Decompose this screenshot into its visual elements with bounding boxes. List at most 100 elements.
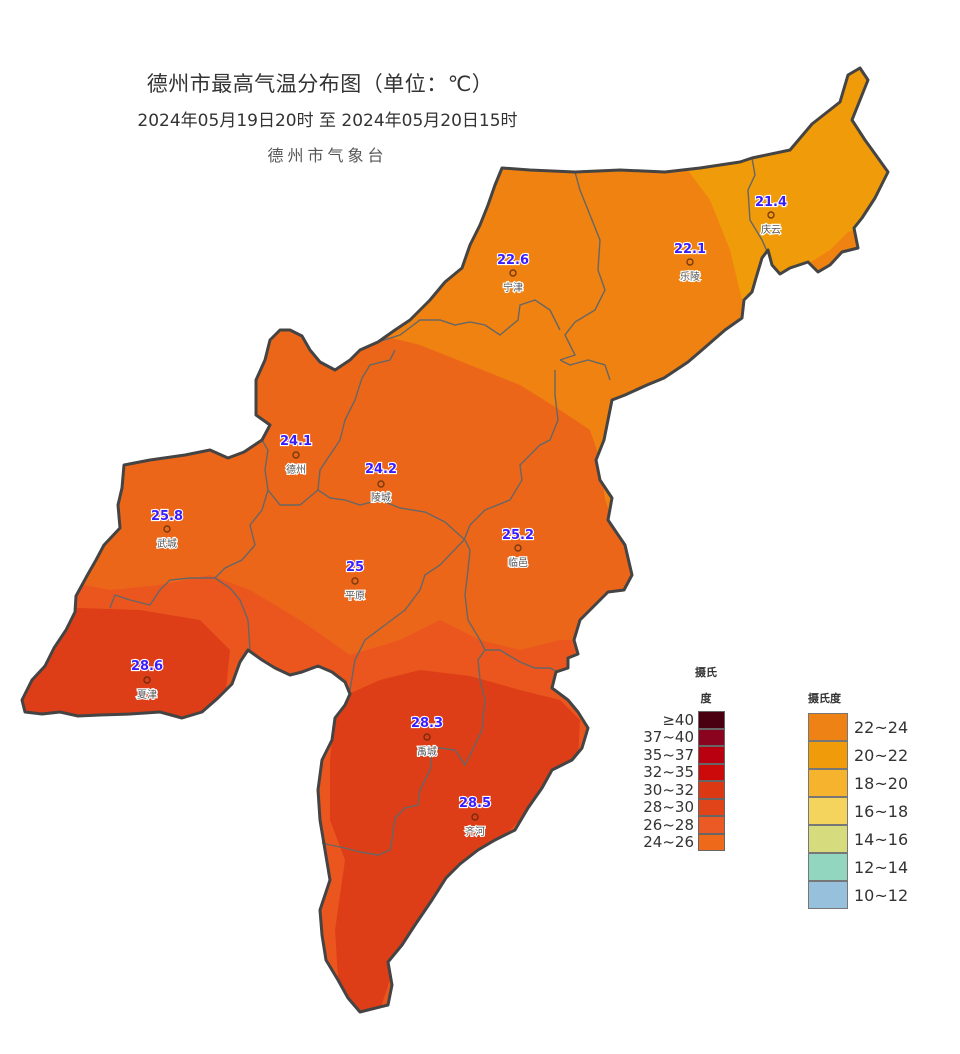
legend-warm-title: 摄氏: [695, 666, 717, 679]
station-value: 25: [346, 560, 364, 575]
station-marker-icon: [767, 211, 775, 219]
legend-swatch: [698, 798, 725, 816]
station-value: 28.5: [459, 796, 491, 811]
time-range: 2024年05月19日20时 至 2024年05月20日15时: [137, 111, 518, 131]
map-title: 德州市最高气温分布图（单位：℃）: [146, 72, 494, 96]
station-qihe[interactable]: 28.5 齐河: [458, 795, 492, 839]
station-value: 21.4: [755, 195, 787, 210]
legend-warm: 摄氏 度 ≥40 37~40 35~37 32~35 30~32 28~30 2…: [630, 664, 725, 851]
station-marker-icon: [163, 525, 171, 533]
legend-swatch: [698, 728, 725, 746]
legend-item: 10~12: [808, 881, 908, 909]
legend-item: 28~30: [630, 798, 725, 816]
legend-item: 18~20: [808, 769, 908, 797]
legend-swatch: [698, 746, 725, 764]
legend-swatch: [808, 881, 848, 909]
legend-item: 20~22: [808, 741, 908, 769]
band-28-30-west: [22, 608, 230, 740]
legend-item: 35~37: [630, 746, 725, 764]
station-value: 22.6: [497, 253, 529, 268]
station-marker-icon: [471, 813, 479, 821]
station-name: 夏津: [137, 689, 157, 701]
border-wucheng-xiajin: [109, 577, 215, 609]
legend-cool-title: 摄氏度: [808, 692, 841, 705]
legend-cool: 摄氏度 22~24 20~22 18~20 16~18 14~16 12~14 …: [808, 690, 908, 909]
legend-item: 37~40: [630, 728, 725, 746]
station-marker-icon: [509, 269, 517, 277]
border-wucheng-pingyuan: [214, 489, 269, 579]
station-name: 齐河: [465, 825, 485, 838]
legend-warm-title-2: 度: [700, 692, 712, 705]
station-qingyun[interactable]: 21.4 庆云: [754, 194, 788, 237]
band-28-30-south: [330, 670, 580, 1010]
station-yucheng[interactable]: 28.3 禹城: [410, 715, 444, 759]
legend-item: 14~16: [808, 825, 908, 853]
station-value: 24.1: [280, 434, 312, 449]
station-marker-icon: [514, 544, 522, 552]
station-value: 25.2: [502, 528, 534, 543]
legend-item: 16~18: [808, 797, 908, 825]
legend-swatch: [808, 741, 848, 769]
station-marker-icon: [686, 258, 694, 266]
station-marker-icon: [292, 451, 300, 459]
legend-item: 22~24: [808, 713, 908, 741]
station-ningjin[interactable]: 22.6 宁津: [496, 252, 530, 295]
border-lingcheng-pingyuan: [317, 489, 471, 551]
station-marker-icon: [423, 733, 431, 741]
border-pingyuan-linyi: [464, 549, 486, 651]
station-value: 25.8: [151, 509, 183, 524]
legend-item: 30~32: [630, 781, 725, 799]
legend-swatch: [808, 853, 848, 881]
border-lingcheng-linyi: [463, 370, 559, 541]
station-laoling[interactable]: 22.1 乐陵: [673, 241, 707, 284]
station-name: 庆云: [761, 223, 781, 236]
station-name: 陵城: [371, 492, 391, 504]
legend-swatch: [698, 816, 725, 834]
border-laoling-south: [559, 359, 611, 381]
legend-item: ≥40: [630, 711, 725, 729]
station-name: 乐陵: [680, 271, 700, 283]
legend-cool-items: 22~24 20~22 18~20 16~18 14~16 12~14 10~1…: [808, 713, 908, 909]
station-name: 临邑: [508, 556, 528, 569]
border-yucheng-qihe: [429, 649, 486, 767]
legend-swatch: [808, 713, 848, 741]
border-ningjin-south: [377, 299, 561, 343]
county-borders: [109, 157, 771, 856]
border-laoling-qingyun: [747, 157, 771, 259]
border-xiajin-pingyuan: [214, 577, 251, 651]
station-value: 28.6: [131, 659, 163, 674]
legend-swatch: [808, 825, 848, 853]
legend-swatch: [698, 781, 725, 799]
station-value: 28.3: [411, 716, 443, 731]
legend-warm-items: ≥40 37~40 35~37 32~35 30~32 28~30 26~28 …: [630, 711, 725, 851]
legend-item: 26~28: [630, 816, 725, 834]
legend-item: 12~14: [808, 853, 908, 881]
border-dezhou-lingcheng: [317, 349, 396, 491]
station-pingyuan[interactable]: 25 平原: [344, 559, 366, 603]
legend-swatch: [698, 763, 725, 781]
station-name: 平原: [345, 590, 365, 602]
station-wucheng[interactable]: 25.8 武城: [150, 508, 184, 551]
station-value: 22.1: [674, 242, 706, 257]
border-linyi-south: [485, 649, 559, 673]
station-name: 德州: [286, 463, 306, 476]
legend-swatch: [808, 769, 848, 797]
station-dezhou[interactable]: 24.1 德州: [279, 433, 313, 477]
station-marker-icon: [351, 577, 359, 585]
legend-item: 32~35: [630, 763, 725, 781]
station-linyi[interactable]: 25.2 临邑: [501, 527, 535, 570]
border-yucheng-qihe-west: [321, 751, 433, 856]
border-ningjin-laoling: [559, 171, 606, 361]
station-value: 24.2: [365, 462, 397, 477]
legend-swatch: [808, 797, 848, 825]
station-lingcheng[interactable]: 24.2 陵城: [364, 461, 398, 505]
organization: 德州市气象台: [267, 146, 388, 165]
legend-item: 24~26: [630, 833, 725, 851]
station-name: 武城: [157, 537, 177, 550]
station-xiajin[interactable]: 28.6 夏津: [130, 658, 164, 702]
legend-swatch: [698, 711, 725, 729]
station-marker-icon: [143, 676, 151, 684]
border-pingyuan-yucheng: [349, 539, 465, 691]
legend-swatch: [698, 833, 725, 851]
